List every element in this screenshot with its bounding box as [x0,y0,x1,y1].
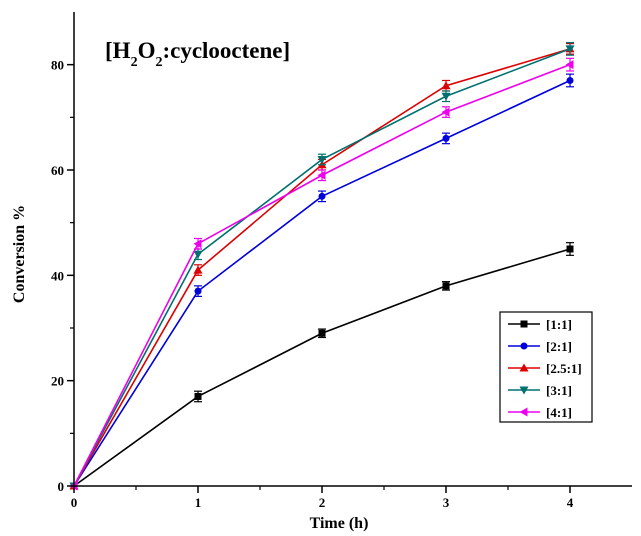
title-rest: :cyclooctene] [162,38,290,63]
series-4 [69,41,575,491]
x-tick-label: 2 [319,495,326,510]
title-subscript-2: 2 [155,55,162,70]
series-5 [69,57,574,491]
data-point [441,92,451,101]
series-line [73,79,571,487]
title-oxygen: O [138,38,156,63]
data-point [565,45,575,54]
title-open: [H [105,38,131,63]
x-tick-label: 3 [443,495,450,510]
data-point [318,329,326,337]
x-axis-label: Time (h) [310,515,369,532]
plot-content [69,41,575,491]
data-point [194,392,202,400]
data-point [193,239,202,249]
legend-marker [519,363,529,372]
legend-label: [2:1] [546,339,572,354]
legend-marker [519,386,529,395]
title-subscript-1: 2 [131,55,138,70]
legend-item: [3:1] [508,383,572,398]
series-line [73,63,571,487]
series-2 [70,73,574,490]
series-1 [70,242,574,490]
data-point [194,287,202,295]
y-ticks: 0 20 40 60 80 [51,58,74,494]
x-tick-label: 1 [195,495,202,510]
y-axis-label: Conversion % [11,205,28,303]
data-point [566,245,574,253]
legend-marker [520,342,528,350]
data-point [441,107,450,117]
data-point [566,76,574,84]
legend-label: [3:1] [546,383,572,398]
data-point [565,60,574,70]
chart-title: [H2O2:cyclooctene] [105,38,290,70]
legend: [1:1] [2:1] [2.5:1] [3:1] [4:1] [499,311,593,423]
data-point [317,155,327,164]
y-tick-label: 80 [51,58,64,73]
series-3 [69,42,575,490]
y-tick-label: 40 [51,268,64,283]
legend-item: [4:1] [508,405,572,420]
legend-marker [520,320,528,328]
data-point [441,81,451,90]
series-line [73,248,571,487]
legend-label: [4:1] [546,405,572,420]
axes: 0 1 2 3 4 0 20 40 60 80 [51,12,632,510]
x-ticks: 0 1 2 3 4 [71,486,574,510]
legend-item: [2.5:1] [508,361,582,376]
legend-label: [1:1] [546,317,572,332]
data-point [442,134,450,142]
data-point [193,250,203,259]
y-tick-label: 0 [58,479,65,494]
legend-label: [2.5:1] [546,361,582,376]
legend-item: [1:1] [508,317,572,332]
x-tick-label: 4 [567,495,574,510]
x-tick-label: 0 [71,495,78,510]
y-tick-label: 60 [51,163,64,178]
data-point [193,265,203,274]
legend-marker [519,407,528,417]
legend-item: [2:1] [508,339,572,354]
data-point [317,170,326,180]
y-tick-label: 20 [51,374,64,389]
data-point [318,192,326,200]
data-point [442,282,450,290]
legend-box [499,311,593,423]
